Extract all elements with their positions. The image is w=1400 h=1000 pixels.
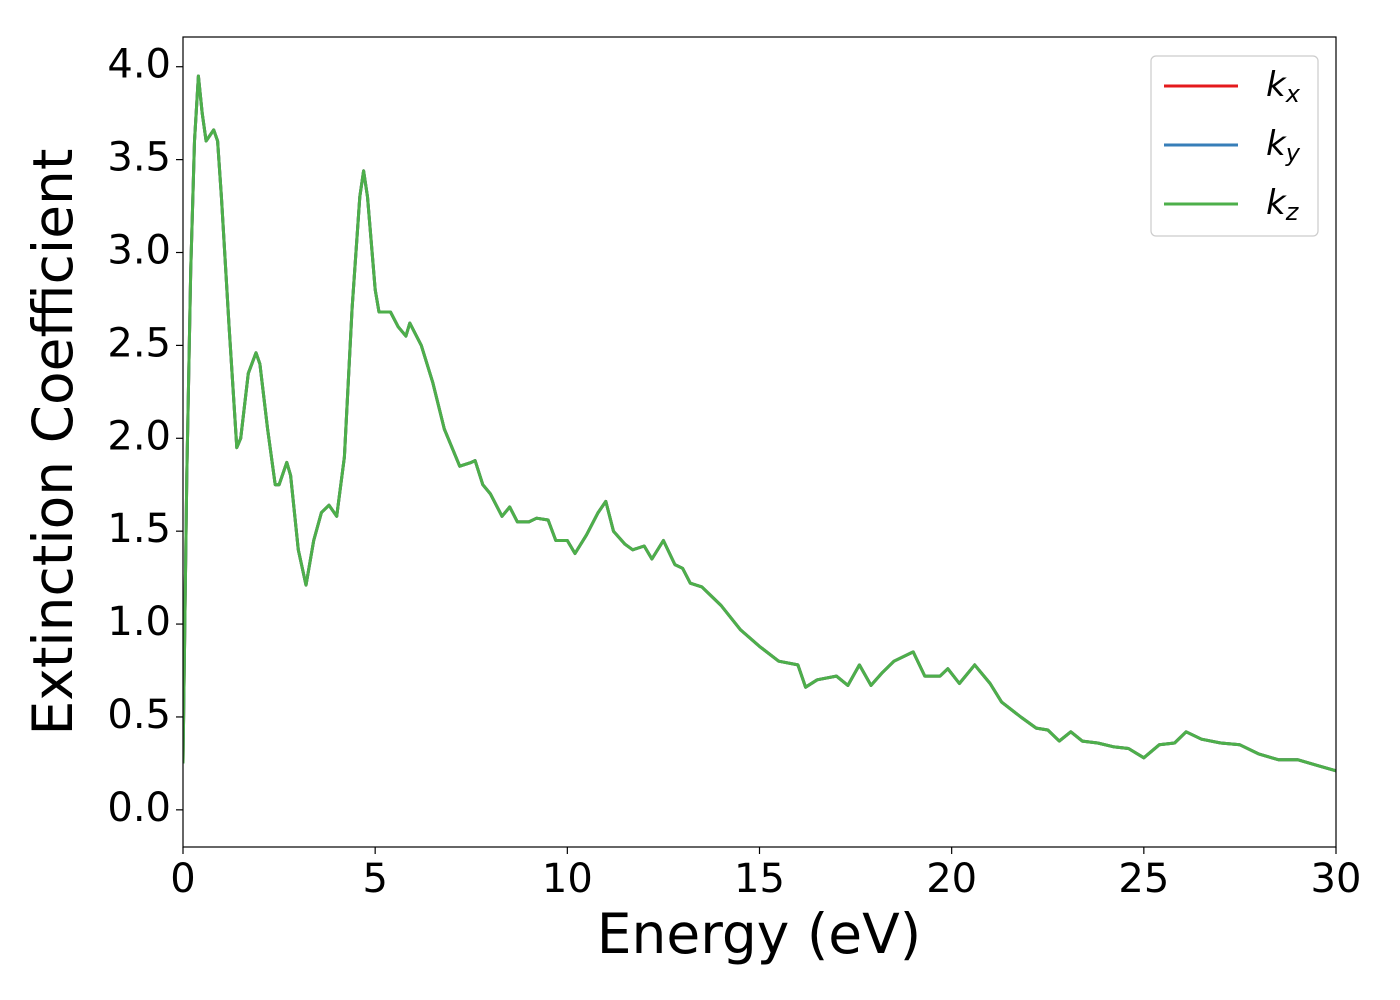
y-axis-label: Extinction Coefficient bbox=[21, 149, 85, 736]
legend-label: ky bbox=[1266, 124, 1301, 168]
y-tick-label: 2.0 bbox=[107, 413, 171, 459]
y-tick-label: 4.0 bbox=[107, 42, 171, 88]
plot-frame bbox=[182, 36, 1337, 848]
x-axis-label: Energy (eV) bbox=[597, 902, 921, 966]
x-tick-label: 0 bbox=[170, 856, 195, 902]
y-tick-label: 2.5 bbox=[107, 320, 171, 366]
y-tick-label: 3.0 bbox=[107, 228, 171, 274]
data-line bbox=[183, 74, 1336, 773]
y-tick-label: 0.0 bbox=[107, 785, 171, 831]
x-tick-label: 25 bbox=[1118, 856, 1169, 902]
y-tick-label: 1.5 bbox=[107, 506, 171, 552]
y-tick-label: 0.5 bbox=[107, 692, 171, 738]
x-tick-label: 10 bbox=[542, 856, 593, 902]
legend-label: kz bbox=[1266, 183, 1300, 227]
x-tick-label: 20 bbox=[926, 856, 977, 902]
legend-label: kx bbox=[1266, 65, 1301, 109]
x-tick-label: 30 bbox=[1311, 856, 1362, 902]
y-tick-label: 1.0 bbox=[107, 599, 171, 645]
x-tick-label: 15 bbox=[734, 856, 785, 902]
y-tick-label: 3.5 bbox=[107, 135, 171, 181]
x-tick-label: 5 bbox=[362, 856, 387, 902]
